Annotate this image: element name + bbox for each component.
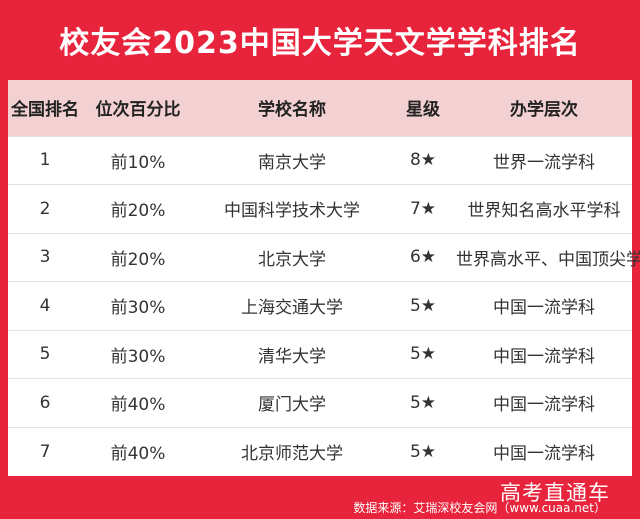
level-cell: 中国一流学科 [456, 281, 632, 330]
stars-cell: 5★ [390, 329, 456, 379]
rank-cell: 3 [8, 232, 82, 282]
rank-cell: 5 [8, 329, 82, 379]
table-row: 4 前30% 上海交通大学 5★ 中国一流学科 [8, 281, 632, 330]
column-header-level: 办学层次 [456, 80, 632, 136]
table-row: 2 前20% 中国科学技术大学 7★ 世界知名高水平学科 [8, 184, 632, 233]
level-cell: 世界高水平、中国顶尖学科 [456, 232, 640, 282]
stars-cell: 5★ [390, 281, 456, 330]
level-cell: 中国一流学科 [456, 426, 632, 476]
percentile-cell: 前10% [82, 135, 194, 185]
percentile-cell: 前40% [82, 378, 194, 427]
school-cell: 南京大学 [194, 135, 390, 185]
school-cell: 清华大学 [194, 329, 390, 379]
rank-cell: 4 [8, 281, 82, 330]
watermark-text: 高考直通车 [500, 481, 610, 505]
column-header-percentile: 位次百分比 [82, 80, 194, 136]
ranking-table: 全国排名 位次百分比 学校名称 星级 办学层次 1 前10% 南京大学 8★ 世… [8, 80, 640, 476]
column-header-school: 学校名称 [194, 80, 390, 136]
table-row: 6 前40% 厦门大学 5★ 中国一流学科 [8, 378, 632, 427]
school-cell: 厦门大学 [194, 378, 390, 427]
table-row: 5 前30% 清华大学 5★ 中国一流学科 [8, 329, 632, 379]
stars-cell: 5★ [390, 378, 456, 427]
footer: 高考直通车 数据来源：艾瑞深校友会网（www.cuaa.net） [0, 476, 640, 519]
table-row: 3 前20% 北京大学 6★ 世界高水平、中国顶尖学科 [8, 232, 640, 282]
page-title: 校友会2023中国大学天文学学科排名 [59, 26, 581, 61]
stars-cell: 8★ [390, 135, 456, 185]
school-cell: 上海交通大学 [194, 281, 390, 330]
percentile-cell: 前40% [82, 426, 194, 476]
stars-cell: 7★ [390, 184, 456, 233]
rank-cell: 2 [8, 184, 82, 233]
level-cell: 中国一流学科 [456, 378, 632, 427]
percentile-cell: 前20% [82, 232, 194, 282]
stars-cell: 5★ [390, 426, 456, 476]
table-row: 1 前10% 南京大学 8★ 世界一流学科 [8, 135, 632, 185]
rank-cell: 1 [8, 135, 82, 185]
school-cell: 北京大学 [194, 232, 390, 282]
column-header-stars: 星级 [390, 80, 456, 136]
school-cell: 中国科学技术大学 [194, 184, 390, 233]
stars-cell: 6★ [390, 232, 456, 282]
school-cell: 北京师范大学 [194, 426, 390, 476]
level-cell: 世界一流学科 [456, 135, 632, 185]
percentile-cell: 前30% [82, 329, 194, 379]
percentile-cell: 前30% [82, 281, 194, 330]
table-header-row: 全国排名 位次百分比 学校名称 星级 办学层次 [8, 80, 632, 136]
rank-cell: 6 [8, 378, 82, 427]
level-cell: 世界知名高水平学科 [456, 184, 632, 233]
data-source-note: 数据来源：艾瑞深校友会网（www.cuaa.net） [353, 501, 606, 515]
column-header-rank: 全国排名 [8, 80, 82, 136]
percentile-cell: 前20% [82, 184, 194, 233]
table-row: 7 前40% 北京师范大学 5★ 中国一流学科 [8, 426, 632, 476]
ranking-table-panel: 全国排名 位次百分比 学校名称 星级 办学层次 1 前10% 南京大学 8★ 世… [8, 80, 640, 476]
rank-cell: 7 [8, 426, 82, 476]
level-cell: 中国一流学科 [456, 329, 632, 379]
